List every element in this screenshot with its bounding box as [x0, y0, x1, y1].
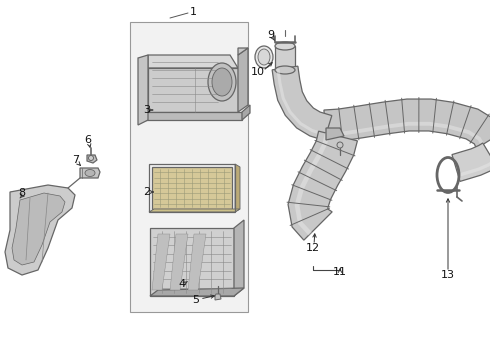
Text: 2: 2	[144, 187, 150, 197]
Ellipse shape	[212, 68, 232, 96]
Polygon shape	[238, 48, 248, 55]
Text: 9: 9	[268, 30, 274, 40]
Ellipse shape	[258, 49, 270, 65]
Polygon shape	[138, 55, 148, 125]
Polygon shape	[458, 160, 490, 177]
Polygon shape	[215, 294, 221, 300]
Polygon shape	[148, 55, 238, 68]
Polygon shape	[150, 288, 244, 296]
Polygon shape	[170, 234, 188, 290]
Text: 11: 11	[333, 267, 347, 277]
Polygon shape	[288, 131, 357, 240]
Circle shape	[337, 142, 343, 148]
Polygon shape	[148, 68, 238, 112]
Polygon shape	[235, 164, 240, 212]
Polygon shape	[452, 143, 490, 181]
Polygon shape	[294, 133, 330, 235]
Polygon shape	[80, 168, 100, 178]
Polygon shape	[152, 234, 170, 290]
Text: 10: 10	[251, 67, 265, 77]
Text: 8: 8	[19, 188, 25, 198]
Ellipse shape	[85, 170, 95, 176]
Text: 1: 1	[190, 7, 196, 17]
Polygon shape	[150, 228, 234, 296]
Polygon shape	[325, 122, 484, 146]
Polygon shape	[5, 185, 75, 275]
Polygon shape	[275, 46, 295, 70]
Bar	[130, 22, 248, 312]
Ellipse shape	[275, 42, 295, 50]
Circle shape	[89, 156, 94, 161]
Text: 5: 5	[193, 295, 199, 305]
Polygon shape	[12, 193, 65, 265]
Text: 4: 4	[178, 279, 186, 289]
Ellipse shape	[255, 46, 273, 68]
Polygon shape	[238, 48, 248, 112]
Polygon shape	[145, 112, 242, 120]
Polygon shape	[272, 66, 332, 140]
Polygon shape	[149, 209, 240, 212]
Polygon shape	[326, 128, 344, 140]
Ellipse shape	[208, 63, 236, 101]
Polygon shape	[188, 234, 206, 290]
Polygon shape	[242, 105, 250, 120]
Text: 12: 12	[306, 243, 320, 253]
Polygon shape	[87, 155, 97, 163]
Text: 13: 13	[441, 270, 455, 280]
Ellipse shape	[275, 66, 295, 74]
Polygon shape	[324, 99, 490, 148]
Text: 7: 7	[73, 155, 79, 165]
Text: 6: 6	[84, 135, 92, 145]
Polygon shape	[276, 69, 326, 136]
Text: 3: 3	[144, 105, 150, 115]
Polygon shape	[152, 167, 232, 209]
Polygon shape	[234, 220, 244, 296]
